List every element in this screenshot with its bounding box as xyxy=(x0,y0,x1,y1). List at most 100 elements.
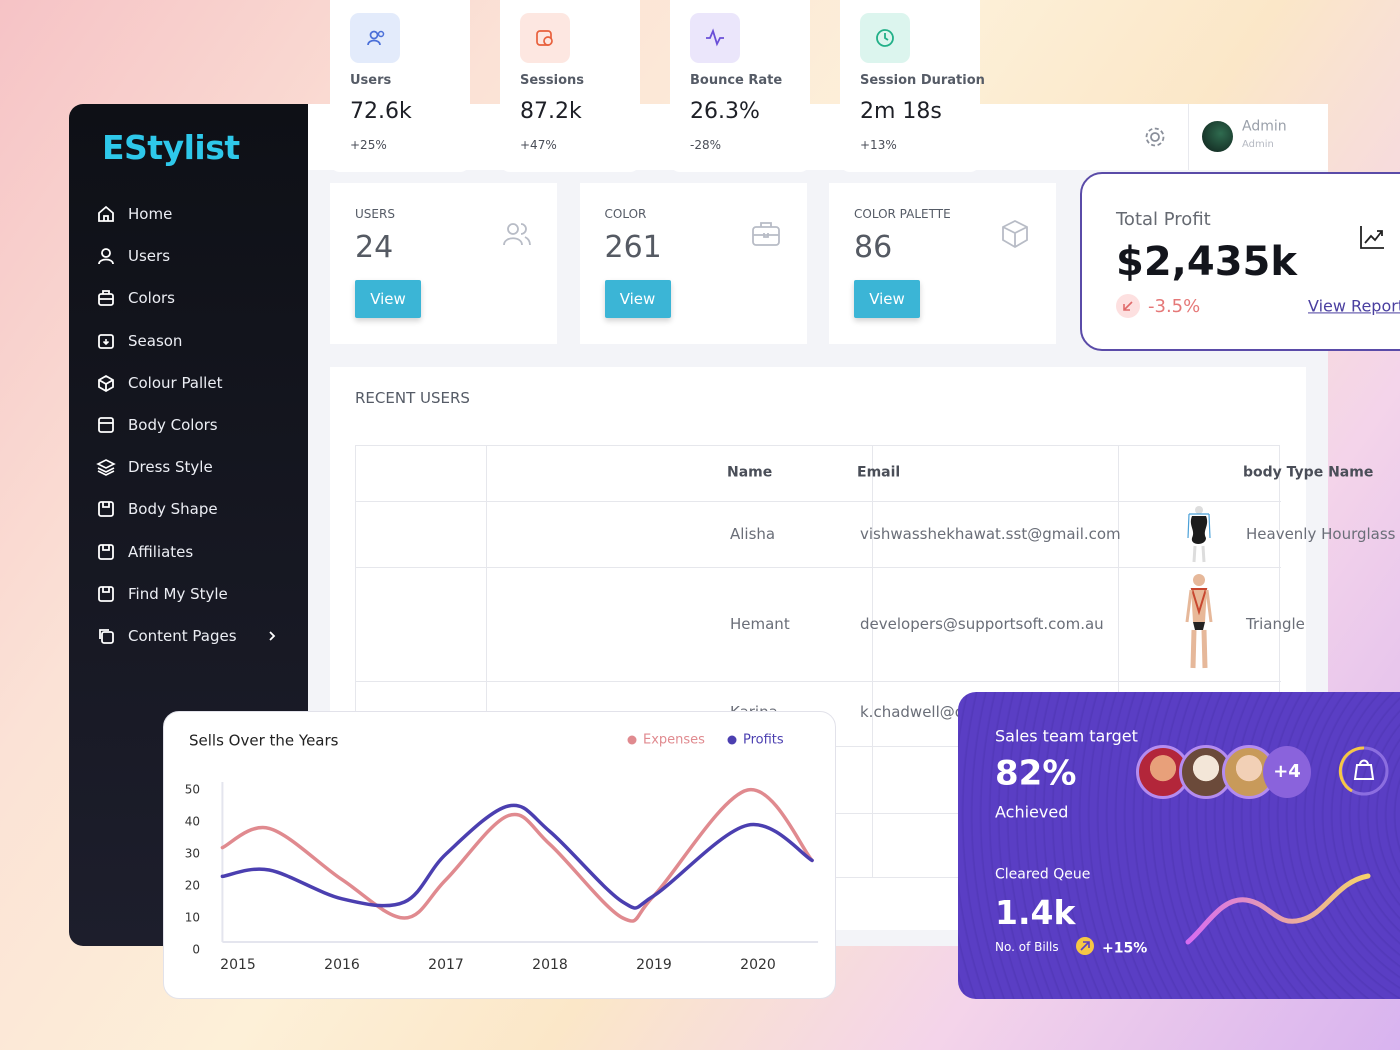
stat-icon xyxy=(706,28,724,47)
extra-avatars-badge: +4 xyxy=(1263,746,1311,798)
table-cell: developers@supportsoft.com.au xyxy=(860,615,1104,633)
summary-label: USERS xyxy=(355,206,395,221)
nav-icon xyxy=(98,501,114,518)
profit-chart-icon xyxy=(1360,226,1384,249)
y-tick-label: 0 xyxy=(192,943,200,957)
legend-label: Profits xyxy=(743,733,784,748)
nav-label: Content Pages xyxy=(128,627,237,645)
stat-label: Session Duration xyxy=(860,73,985,89)
profit-down-arrow xyxy=(1123,301,1133,311)
target-ring xyxy=(1338,746,1389,796)
nav-item[interactable]: Season xyxy=(87,325,292,357)
x-tick-label: 2020 xyxy=(740,957,776,973)
x-tick-label: 2018 xyxy=(532,957,568,973)
nav-item[interactable]: Find My Style xyxy=(87,578,292,610)
stat-change: +47% xyxy=(520,137,557,152)
view-report-link[interactable]: View Report xyxy=(1308,296,1400,316)
chart-title: Sells Over the Years xyxy=(189,732,339,750)
view-button-label[interactable]: View xyxy=(370,290,406,308)
user-role: Admin xyxy=(1242,139,1274,150)
x-tick-label: 2019 xyxy=(636,957,672,973)
header-divider xyxy=(1188,104,1189,170)
nav-icon xyxy=(98,543,114,560)
table-header: Email xyxy=(857,464,901,481)
cleared-sparkline xyxy=(1185,873,1371,945)
x-tick-label: 2015 xyxy=(220,957,256,973)
table-cell: Hemant xyxy=(730,615,790,633)
nav-item[interactable]: Colour Pallet xyxy=(87,367,292,399)
y-tick-label: 30 xyxy=(185,847,200,861)
nav-label: Find My Style xyxy=(128,584,228,603)
nav-item[interactable]: Affiliates xyxy=(87,536,292,568)
summary-value: 24 xyxy=(355,230,394,265)
stat-label: Users xyxy=(350,73,392,89)
summary-icon xyxy=(1002,219,1028,249)
stat-value: 26.3% xyxy=(690,98,760,124)
bills-change: +15% xyxy=(1102,940,1148,957)
nav-icon xyxy=(98,333,114,349)
view-button-label[interactable]: View xyxy=(869,290,905,308)
nav-item[interactable]: Body Colors xyxy=(87,409,292,441)
legend-label: Expenses xyxy=(643,733,705,748)
y-tick-label: 20 xyxy=(185,879,200,893)
bills-label: No. of Bills xyxy=(995,939,1059,954)
profit-value: $2,435k xyxy=(1116,239,1297,285)
nav-icon xyxy=(98,205,114,222)
user-avatar xyxy=(1202,121,1233,152)
stat-icon-box xyxy=(690,13,740,63)
profit-change: -3.5% xyxy=(1148,296,1201,318)
profit-card: Total Profit $2,435k -3.5% View Report xyxy=(1080,172,1400,351)
view-button-label[interactable]: View xyxy=(619,290,656,308)
brand-logo: EStylist xyxy=(102,128,240,168)
body-shape-image xyxy=(1187,506,1211,563)
table-col-border xyxy=(872,446,873,877)
extra-avatars: +4 xyxy=(1273,761,1301,783)
nav-icon xyxy=(98,248,114,265)
nav-item[interactable]: Colors xyxy=(87,282,292,314)
nav-item[interactable]: Users xyxy=(87,240,292,272)
stat-icon-box xyxy=(860,13,910,63)
table-row-border xyxy=(356,567,1281,568)
nav-item[interactable]: Content Pages xyxy=(87,620,292,652)
table-row-border xyxy=(356,681,1281,682)
stat-label: Bounce Rate xyxy=(690,73,783,89)
sales-value: 82% xyxy=(995,753,1077,794)
nav-label: Body Colors xyxy=(128,416,218,434)
nav-label: Home xyxy=(128,205,173,223)
stat-icon-box xyxy=(350,13,400,63)
sales-status: Achieved xyxy=(995,802,1069,822)
chart-card: Sells Over the Years 0 10 20 30 40 50 2015 2016 2… xyxy=(163,711,836,999)
stat-change: +25% xyxy=(350,137,387,152)
x-tick-label: 2017 xyxy=(428,957,464,973)
table-cell: vishwasshekhawat.sst@gmail.com xyxy=(860,525,1121,543)
summary-icon xyxy=(503,223,531,246)
stat-value: 2m 18s xyxy=(860,98,942,124)
view-button[interactable]: View xyxy=(854,280,920,318)
nav-item[interactable]: Dress Style xyxy=(87,451,292,483)
nav-label: Affiliates xyxy=(128,542,194,561)
legend-marker xyxy=(627,735,637,745)
table-header: Name xyxy=(727,464,773,481)
line-chart: Sells Over the Years 0 10 20 30 40 50 2015 2016 2… xyxy=(185,732,819,973)
nav-label: Body Shape xyxy=(128,500,218,519)
profit-title: Total Profit xyxy=(1116,209,1211,231)
body-shape-image xyxy=(1185,574,1213,669)
nav-item[interactable]: Body Shape xyxy=(87,493,292,525)
summary-label: COLOR PALETTE xyxy=(854,206,951,221)
y-tick-label: 40 xyxy=(185,815,200,829)
view-button[interactable]: View xyxy=(355,280,421,318)
nav-item[interactable]: Home xyxy=(87,198,292,230)
summary-card: USERS 24 View xyxy=(330,183,557,344)
view-button[interactable]: View xyxy=(604,280,671,318)
x-tick-label: 2016 xyxy=(324,957,360,973)
sales-title: Sales team target xyxy=(995,726,1138,746)
user-name: Admin xyxy=(1242,118,1287,135)
nav-icon xyxy=(96,459,116,477)
table-cell: Triangle xyxy=(1246,615,1305,633)
nav-label: Season xyxy=(128,331,183,350)
stat-card: Bounce Rate 26.3% -28% xyxy=(670,0,810,172)
table-cell: Alisha xyxy=(730,525,776,543)
stat-icon xyxy=(876,29,894,47)
recent-users-title: RECENT USERS xyxy=(355,389,470,407)
y-tick-label: 50 xyxy=(185,783,200,797)
